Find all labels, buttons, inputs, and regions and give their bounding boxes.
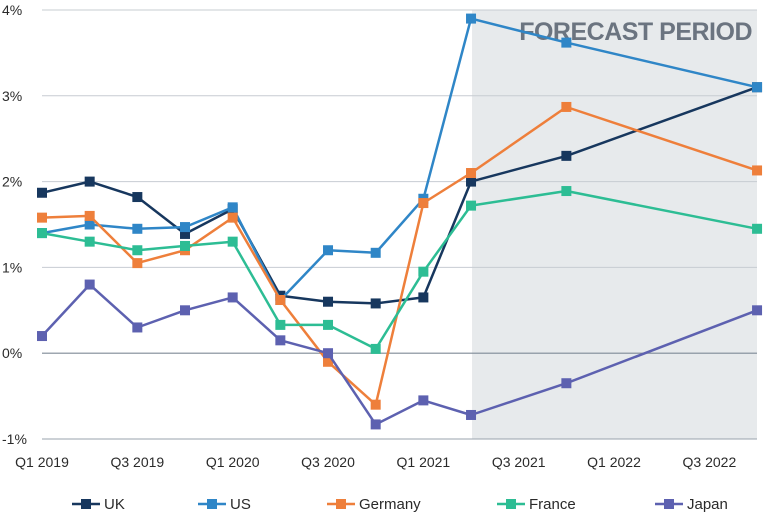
data-point-uk — [37, 187, 47, 198]
x-tick-label: Q1 2022 — [587, 454, 641, 470]
data-point-us — [84, 219, 95, 230]
forecast-region — [472, 10, 757, 439]
data-point-france — [132, 245, 143, 256]
data-point-japan — [84, 279, 95, 290]
legend-marker-germany — [336, 499, 346, 509]
data-point-france — [37, 228, 47, 239]
y-tick-label: 4% — [2, 2, 22, 18]
data-point-uk — [84, 176, 95, 187]
data-point-france — [227, 236, 238, 247]
data-point-france — [418, 266, 429, 277]
x-tick-label: Q1 2021 — [397, 454, 451, 470]
series-layer — [37, 13, 763, 430]
legend-marker-japan — [664, 499, 674, 509]
data-point-france — [180, 240, 191, 251]
data-point-germany — [370, 399, 381, 410]
data-point-japan — [37, 331, 47, 342]
x-tick-label: Q1 2020 — [206, 454, 260, 470]
legend-label-france: France — [529, 496, 576, 513]
data-point-japan — [227, 292, 238, 303]
data-point-uk — [132, 192, 143, 203]
data-point-us — [561, 37, 572, 48]
data-point-france — [466, 200, 477, 211]
data-point-uk — [323, 296, 334, 307]
data-point-uk — [370, 298, 381, 309]
data-point-japan — [752, 305, 763, 316]
legend-marker-uk — [81, 499, 91, 509]
x-tick-label: Q3 2022 — [683, 454, 737, 470]
x-tick-label: Q3 2020 — [301, 454, 355, 470]
data-point-japan — [180, 305, 191, 316]
axis-labels: -1% 0% 1% 2% 3% 4% Q1 2019 Q3 2019 Q1 2020 Q3 202… — [2, 2, 736, 470]
data-point-germany — [752, 165, 763, 176]
data-point-us — [370, 247, 381, 258]
y-tick-label: 3% — [2, 88, 22, 104]
data-point-france — [275, 319, 286, 330]
data-point-japan — [275, 335, 286, 346]
data-point-us — [323, 245, 334, 256]
y-tick-label: -1% — [2, 431, 27, 447]
data-point-france — [323, 319, 334, 330]
data-point-uk — [561, 150, 572, 161]
x-tick-label: Q3 2021 — [492, 454, 546, 470]
data-point-japan — [370, 419, 381, 430]
data-point-france — [370, 343, 381, 354]
legend-marker-france — [506, 499, 516, 509]
data-point-us — [132, 223, 143, 234]
legend-label-us: US — [230, 496, 251, 513]
series-line-germany — [41, 105, 758, 406]
y-tick-label: 1% — [2, 259, 22, 275]
data-point-uk — [418, 292, 429, 303]
data-point-germany — [37, 212, 47, 223]
data-point-japan — [418, 395, 429, 406]
data-point-japan — [132, 322, 143, 333]
legend-label-germany: Germany — [359, 496, 421, 513]
data-point-germany — [132, 258, 143, 269]
data-point-germany — [84, 210, 95, 221]
forecast-period-label: FORECAST PERIOD — [519, 18, 752, 46]
data-point-germany — [561, 101, 572, 112]
data-point-us — [227, 202, 238, 213]
data-point-us — [752, 82, 763, 93]
data-point-japan — [466, 409, 477, 420]
data-point-germany — [418, 198, 429, 209]
data-point-germany — [275, 295, 286, 306]
data-point-france — [84, 236, 95, 247]
legend-label-japan: Japan — [687, 496, 728, 513]
series-line-france — [41, 189, 758, 351]
data-point-germany — [466, 168, 477, 179]
data-point-japan — [323, 348, 334, 359]
legend-marker-us — [207, 499, 217, 509]
data-point-japan — [561, 378, 572, 389]
data-point-uk — [466, 176, 477, 187]
data-point-germany — [323, 356, 334, 367]
data-point-us — [466, 13, 477, 24]
y-tick-label: 2% — [2, 174, 22, 190]
data-point-germany — [227, 212, 238, 223]
forecast-region-layer: FORECAST PERIOD — [472, 10, 757, 439]
series-line-japan — [41, 283, 758, 426]
gridlines — [42, 9, 757, 440]
x-tick-label: Q1 2019 — [15, 454, 69, 470]
y-tick-label: 0% — [2, 345, 22, 361]
x-tick-label: Q3 2019 — [110, 454, 164, 470]
legend-label-uk: UK — [104, 496, 125, 513]
data-point-us — [180, 222, 191, 233]
data-point-uk — [180, 228, 191, 239]
data-point-france — [752, 223, 763, 234]
series-line-uk — [41, 86, 758, 305]
series-line-us — [41, 17, 758, 302]
legend: UK US Germany France Japan — [72, 496, 728, 513]
data-point-france — [561, 186, 572, 197]
